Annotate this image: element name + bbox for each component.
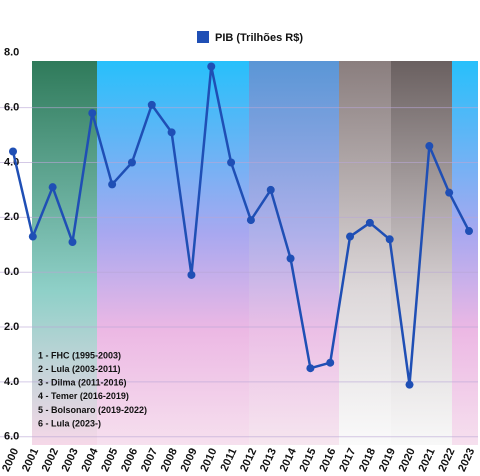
band-fhc — [32, 61, 97, 445]
x-tick-label: 2022 — [436, 446, 457, 473]
annotation: 3 - Dilma (2011-2016) — [38, 378, 127, 388]
x-tick-label: 2003 — [60, 446, 81, 473]
point — [425, 142, 434, 151]
point — [306, 364, 315, 373]
annotation: 5 - Bolsonaro (2019-2022) — [38, 405, 147, 415]
point — [465, 227, 473, 236]
x-tick-label: 2016 — [317, 446, 338, 473]
point — [147, 100, 156, 109]
annotation: 2 - Lula (2003-2011) — [38, 364, 121, 374]
x-tick-label: 2018 — [357, 446, 378, 473]
point — [385, 235, 394, 244]
x-tick-label: 2015 — [298, 446, 319, 473]
point — [266, 185, 275, 194]
series-line — [11, 65, 471, 386]
point — [246, 216, 255, 225]
legend-swatch — [197, 31, 209, 43]
x-tick-label: 2004 — [79, 446, 101, 474]
point — [346, 232, 355, 241]
point — [207, 62, 216, 71]
x-tick-label: 2008 — [159, 446, 180, 473]
x-tick-label: 2006 — [119, 446, 140, 473]
x-tick-label: 2013 — [258, 446, 279, 473]
x-tick-label: 2012 — [238, 446, 259, 473]
point — [326, 358, 335, 367]
x-tick-label: 2020 — [397, 446, 418, 473]
annotation: 6 - Lula (2023-) — [38, 418, 101, 428]
point — [28, 232, 37, 241]
y-tick-label: 4.0 — [4, 376, 19, 388]
band-dilma — [249, 61, 339, 445]
y-tick-label: 8.0 — [4, 47, 19, 59]
x-tick-label: 2014 — [278, 446, 300, 474]
annotation: 1 - FHC (1995-2003) — [38, 350, 121, 360]
point — [187, 270, 196, 279]
y-tick-label: 6.0 — [4, 431, 19, 443]
x-tick-label: 2017 — [337, 446, 358, 473]
x-tick-label: 2000 — [0, 446, 21, 473]
point — [405, 380, 414, 389]
point — [108, 180, 117, 189]
x-tick-label: 2002 — [40, 446, 61, 473]
y-tick-label: 6.0 — [4, 102, 19, 114]
x-tick-label: 2010 — [198, 446, 219, 473]
point — [445, 188, 454, 197]
point — [227, 158, 236, 167]
x-tick-label: 2007 — [139, 446, 160, 473]
annotation: 4 - Temer (2016-2019) — [38, 391, 129, 401]
x-tick-label: 2005 — [99, 446, 120, 473]
x-tick-label: 2023 — [456, 446, 477, 473]
x-tick-label: 2001 — [20, 446, 41, 473]
point — [48, 183, 57, 192]
x-tick-label: 2011 — [218, 446, 239, 473]
point — [88, 109, 97, 118]
y-tick-label: 2.0 — [4, 321, 19, 333]
x-tick-label: 2021 — [416, 446, 437, 473]
x-tick-label: 2009 — [179, 446, 200, 473]
y-tick-label: 2.0 — [4, 211, 19, 223]
point — [127, 158, 136, 167]
point — [9, 147, 17, 156]
x-tick-label: 2019 — [377, 446, 398, 473]
point — [68, 238, 77, 247]
legend-label: PIB (Trilhões R$) — [215, 32, 303, 44]
band-lula-2 — [452, 61, 478, 445]
point — [286, 254, 295, 263]
point — [365, 218, 374, 227]
point — [167, 128, 176, 137]
y-tick-label: 0.0 — [4, 266, 19, 278]
